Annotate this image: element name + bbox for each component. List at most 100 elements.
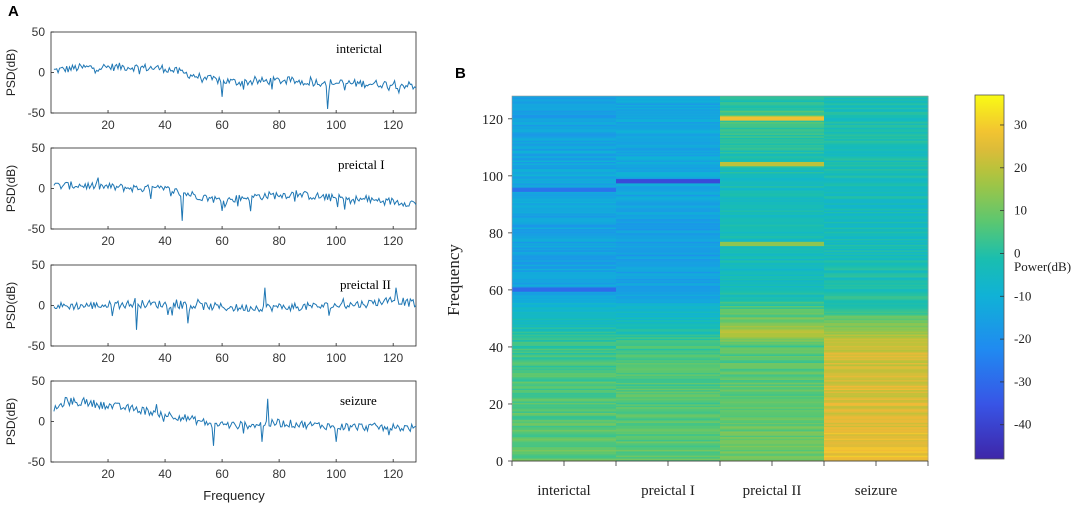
heatmap-cell <box>720 345 825 348</box>
heatmap-cell <box>616 336 721 339</box>
heatmap-cell <box>720 230 825 232</box>
heatmap-cell <box>720 319 825 322</box>
heatmap-cell <box>720 398 825 401</box>
heatmap-cell <box>720 235 825 238</box>
heatmap-cell <box>824 231 929 234</box>
heatmap-cell <box>616 436 721 439</box>
heatmap-cell <box>720 393 825 396</box>
heatmap-cell <box>720 121 825 124</box>
heatmap-cell <box>512 379 617 382</box>
heatmap-cell <box>720 231 825 234</box>
heatmap-cell <box>824 140 929 143</box>
heatmap-cell <box>512 217 617 220</box>
heatmap-cell <box>512 423 617 426</box>
heatmap-cell <box>512 302 617 305</box>
heatmap-cell <box>824 158 929 161</box>
heatmap-cell <box>720 180 825 182</box>
heatmap-cell <box>512 398 617 401</box>
heatmap-cell <box>824 385 929 388</box>
heatmap-cell <box>616 315 721 318</box>
heatmap-cell <box>616 325 721 328</box>
heatmap-cell <box>616 428 721 431</box>
heatmap-cell <box>512 416 617 419</box>
heatmap-cell <box>720 114 825 117</box>
heatmap-cell <box>616 201 721 204</box>
heatmap-cell <box>824 249 929 252</box>
heatmap-cell <box>720 426 825 429</box>
heatmap-cell <box>512 255 617 258</box>
heatmap-cell <box>824 195 929 198</box>
heatmap-cell <box>824 97 929 100</box>
heatmap-cell <box>824 110 929 113</box>
heatmap-cell <box>824 264 929 267</box>
heatmap-cell <box>824 398 929 401</box>
heatmap-cell <box>616 101 721 104</box>
heatmap-cell <box>512 208 617 211</box>
heatmap-cell <box>720 392 825 395</box>
psd-annotation: interictal <box>336 41 383 56</box>
heatmap-cell <box>616 449 721 452</box>
heatmap-cell <box>616 322 721 325</box>
heatmap-cell <box>512 334 617 336</box>
heatmap-cell <box>512 167 617 170</box>
heatmap-category-label: preictal II <box>743 483 802 499</box>
heatmap-cell <box>616 359 721 362</box>
heatmap-cell <box>616 181 721 184</box>
heatmap-cell <box>512 288 617 291</box>
heatmap-cell <box>616 182 721 185</box>
heatmap-cell <box>616 292 721 295</box>
heatmap-cell <box>824 208 929 211</box>
heatmap-category-label: preictal I <box>641 483 695 499</box>
heatmap-cell <box>720 141 825 144</box>
heatmap-cell <box>616 331 721 334</box>
heatmap-cell <box>824 268 929 271</box>
heatmap-cell <box>720 326 825 329</box>
heatmap-cell <box>616 285 721 288</box>
heatmap-cell <box>720 282 825 285</box>
heatmap-cell <box>720 145 825 148</box>
heatmap-cell <box>720 435 825 438</box>
heatmap-cell <box>512 438 617 441</box>
heatmap-cell <box>616 448 721 450</box>
heatmap-cell <box>720 403 825 406</box>
heatmap-cell <box>616 332 721 335</box>
heatmap-cell <box>512 114 617 117</box>
heatmap-cell <box>616 443 721 446</box>
heatmap-cell <box>720 433 825 436</box>
colorbar-tick-label: 10 <box>1014 203 1027 218</box>
heatmap-cell <box>616 232 721 235</box>
heatmap-cell <box>720 312 825 315</box>
heatmap-cell <box>824 123 929 125</box>
heatmap-cell <box>824 411 929 413</box>
heatmap-cell <box>512 412 617 415</box>
heatmap-cell <box>824 291 929 294</box>
heatmap-cell <box>824 281 929 284</box>
heatmap-cell <box>616 415 721 418</box>
x-tick-label: 40 <box>158 118 172 132</box>
panel-b-heatmap: 0 20 40 60 80 100 120 interictal preictal I preic… <box>482 95 929 499</box>
heatmap-cell <box>616 346 721 349</box>
heatmap-cell <box>824 257 929 259</box>
heatmap-cell <box>616 141 721 144</box>
heatmap-cell <box>720 325 825 328</box>
heatmap-cell <box>512 433 617 436</box>
heatmap-cell <box>824 441 929 443</box>
heatmap-cell <box>824 401 929 403</box>
heatmap-cell <box>720 131 825 134</box>
heatmap-cell <box>616 399 721 402</box>
heatmap-cell <box>512 168 617 171</box>
heatmap-cell <box>616 298 721 301</box>
heatmap-cell <box>512 214 617 217</box>
heatmap-cell <box>824 145 929 148</box>
heatmap-cell <box>824 342 929 345</box>
heatmap-cell <box>512 354 617 356</box>
heatmap-cell <box>512 429 617 432</box>
heatmap-cell <box>512 322 617 325</box>
heatmap-cell <box>616 197 721 200</box>
heatmap-cell <box>720 191 825 194</box>
heatmap-cell <box>824 389 929 392</box>
heatmap-cell <box>512 344 617 346</box>
heatmap-cell <box>720 391 825 393</box>
heatmap-cell <box>720 234 825 237</box>
heatmap-cell <box>616 262 721 265</box>
